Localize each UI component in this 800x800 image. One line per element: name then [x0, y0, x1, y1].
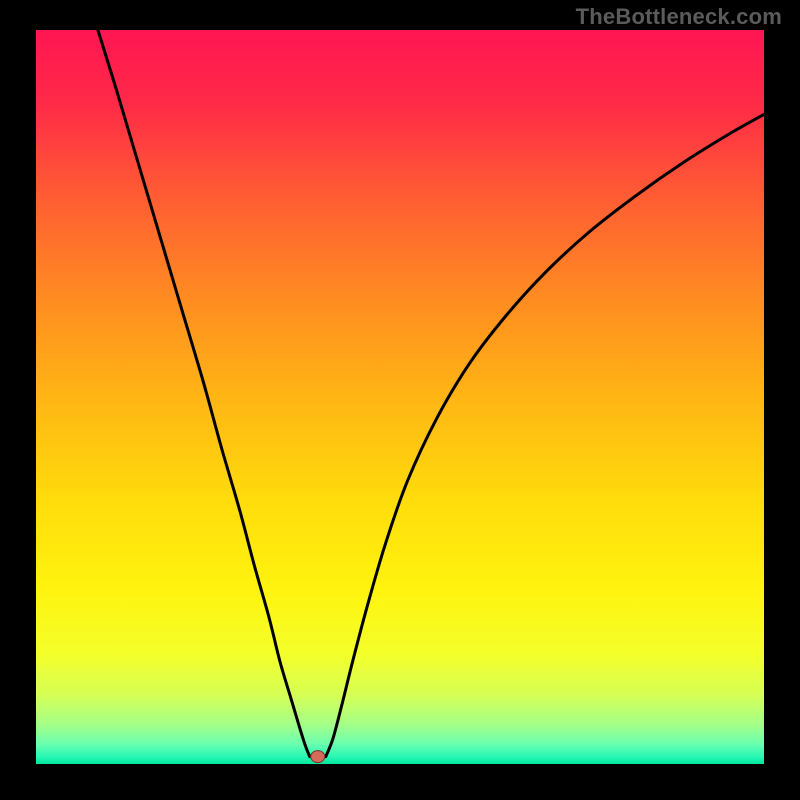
plot-background: [36, 30, 764, 764]
watermark-text: TheBottleneck.com: [576, 4, 782, 30]
outer-frame: TheBottleneck.com: [0, 0, 800, 800]
bottleneck-chart: [0, 0, 800, 800]
minimum-marker-dot: [311, 751, 325, 763]
